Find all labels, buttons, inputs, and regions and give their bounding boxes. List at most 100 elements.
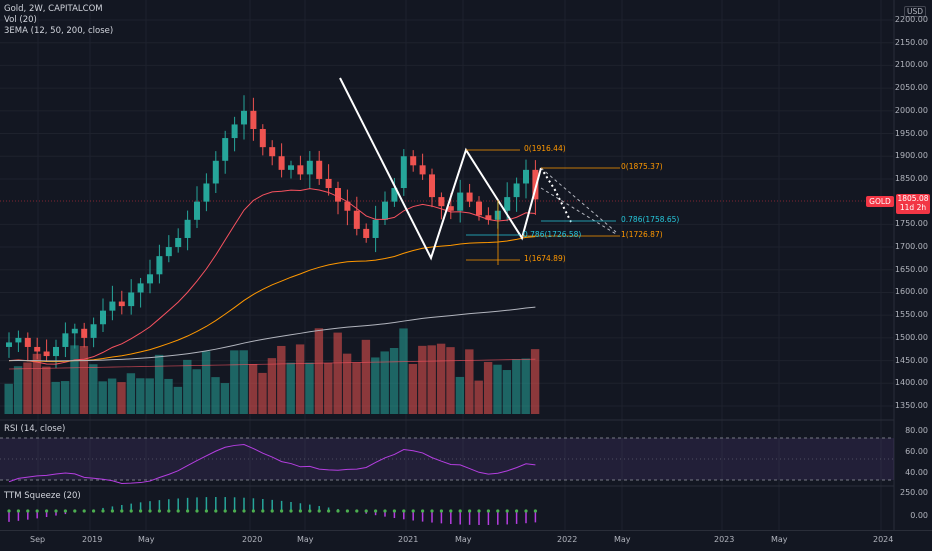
ttm-dot xyxy=(176,509,180,513)
price-tick: 1350.00 xyxy=(894,401,928,410)
candle-body xyxy=(109,301,116,311)
volume-bar xyxy=(512,359,521,414)
ttm-dot xyxy=(458,509,462,513)
volume-bar xyxy=(305,362,314,414)
harmonic-pattern-line[interactable] xyxy=(339,77,542,261)
candle-body xyxy=(81,328,88,338)
volume-bar xyxy=(474,380,483,414)
candle-body xyxy=(429,174,435,198)
ema-200-line xyxy=(8,306,536,362)
candle-body xyxy=(62,333,69,347)
time-axis[interactable] xyxy=(0,530,932,551)
ema-lines xyxy=(8,188,536,365)
candle-body xyxy=(335,188,341,202)
volume-bar xyxy=(408,363,418,414)
price-axis[interactable]: USD xyxy=(894,0,932,530)
candle-body xyxy=(250,110,257,129)
ttm-dot xyxy=(186,509,190,513)
candle-body xyxy=(476,201,482,216)
ttm-dot xyxy=(449,509,453,513)
candle-body xyxy=(316,160,323,179)
fib-label-top1: 0(1916.44) xyxy=(524,144,566,153)
fib-label-one-left: 1(1674.89) xyxy=(524,254,566,263)
candle-body xyxy=(147,274,153,284)
ttm-dot xyxy=(496,509,500,513)
ttm-dot xyxy=(421,509,425,513)
ttm-dot xyxy=(251,509,255,513)
ttm-dot xyxy=(54,509,58,513)
ttm-dot xyxy=(223,509,227,513)
volume-bar xyxy=(23,362,32,414)
ttm-dot xyxy=(430,509,434,513)
ttm-dot xyxy=(402,509,406,513)
ttm-dot xyxy=(35,509,39,513)
volume-bar xyxy=(230,350,239,414)
currency-label[interactable]: USD xyxy=(903,6,926,17)
ttm-dot xyxy=(63,509,67,513)
volume-bar xyxy=(173,386,183,414)
candle-body xyxy=(43,351,50,357)
legend-volume[interactable]: Vol (20) xyxy=(4,15,37,25)
ttm-dot xyxy=(16,509,20,513)
ttm-dot xyxy=(524,509,528,513)
volume-bar xyxy=(164,378,173,414)
volume-bar xyxy=(89,364,98,414)
ttm-dot xyxy=(374,509,378,513)
candle-body xyxy=(71,328,78,334)
ttm-dot xyxy=(270,509,274,513)
candle-body xyxy=(466,192,473,202)
volume-bar xyxy=(342,353,352,414)
legend-symbol[interactable]: Gold, 2W, CAPITALCOM xyxy=(4,4,103,14)
volume-bar xyxy=(418,345,427,414)
volume-bar xyxy=(380,351,389,414)
legend-ema[interactable]: 3EMA (12, 50, 200, close) xyxy=(4,26,114,36)
candle-body xyxy=(184,219,191,238)
volume-bar xyxy=(4,383,13,414)
rsi-title[interactable]: RSI (14, close) xyxy=(4,424,66,434)
ttm-title[interactable]: TTM Squeeze (20) xyxy=(4,491,81,501)
ttm-dot xyxy=(129,509,133,513)
ttm-dot xyxy=(439,509,443,513)
fib-label-one-right: 1(1726.87) xyxy=(621,230,663,239)
time-tick: May xyxy=(614,535,631,544)
volume-bar xyxy=(277,345,286,414)
ttm-dot xyxy=(308,509,312,513)
volume-bar xyxy=(239,350,248,414)
time-tick: 2021 xyxy=(398,535,419,544)
price-tick: 2200.00 xyxy=(894,15,928,24)
volume-bar xyxy=(201,351,211,414)
candle-body xyxy=(259,128,266,148)
ttm-dot xyxy=(120,509,124,513)
volume-bar xyxy=(107,378,117,414)
time-tick: May xyxy=(297,535,314,544)
ttm-dot xyxy=(486,509,490,513)
volume-bar xyxy=(79,345,89,414)
rsi-tick: 40.00 xyxy=(905,468,928,477)
ema-12-line xyxy=(8,188,536,365)
projection-dashed-line-2[interactable] xyxy=(540,187,617,235)
ttm-dot xyxy=(242,509,246,513)
ttm-dot xyxy=(167,509,171,513)
price-tick: 1700.00 xyxy=(894,242,928,252)
candle-body xyxy=(34,346,41,352)
candle-body xyxy=(400,156,407,189)
volume-bar xyxy=(60,381,70,414)
volume-bar xyxy=(493,364,502,414)
ttm-dot xyxy=(233,509,237,513)
projection-dotted-line[interactable] xyxy=(540,167,572,223)
last-price-value: 1805.08 xyxy=(897,194,929,203)
volume-bar xyxy=(446,347,455,414)
candle-body xyxy=(222,138,229,161)
ttm-dot xyxy=(148,509,152,513)
projection-dashed-line[interactable] xyxy=(540,167,617,233)
ttm-dot xyxy=(515,509,519,513)
candle-body xyxy=(90,324,97,338)
candle-body xyxy=(504,197,511,211)
ttm-tick: 0.00 xyxy=(910,511,928,520)
price-tick: 1950.00 xyxy=(894,128,928,138)
ttm-dot xyxy=(327,509,331,513)
price-tick: 2100.00 xyxy=(894,60,928,70)
rsi-tick: 60.00 xyxy=(905,447,928,456)
ttm-dot xyxy=(7,509,11,513)
